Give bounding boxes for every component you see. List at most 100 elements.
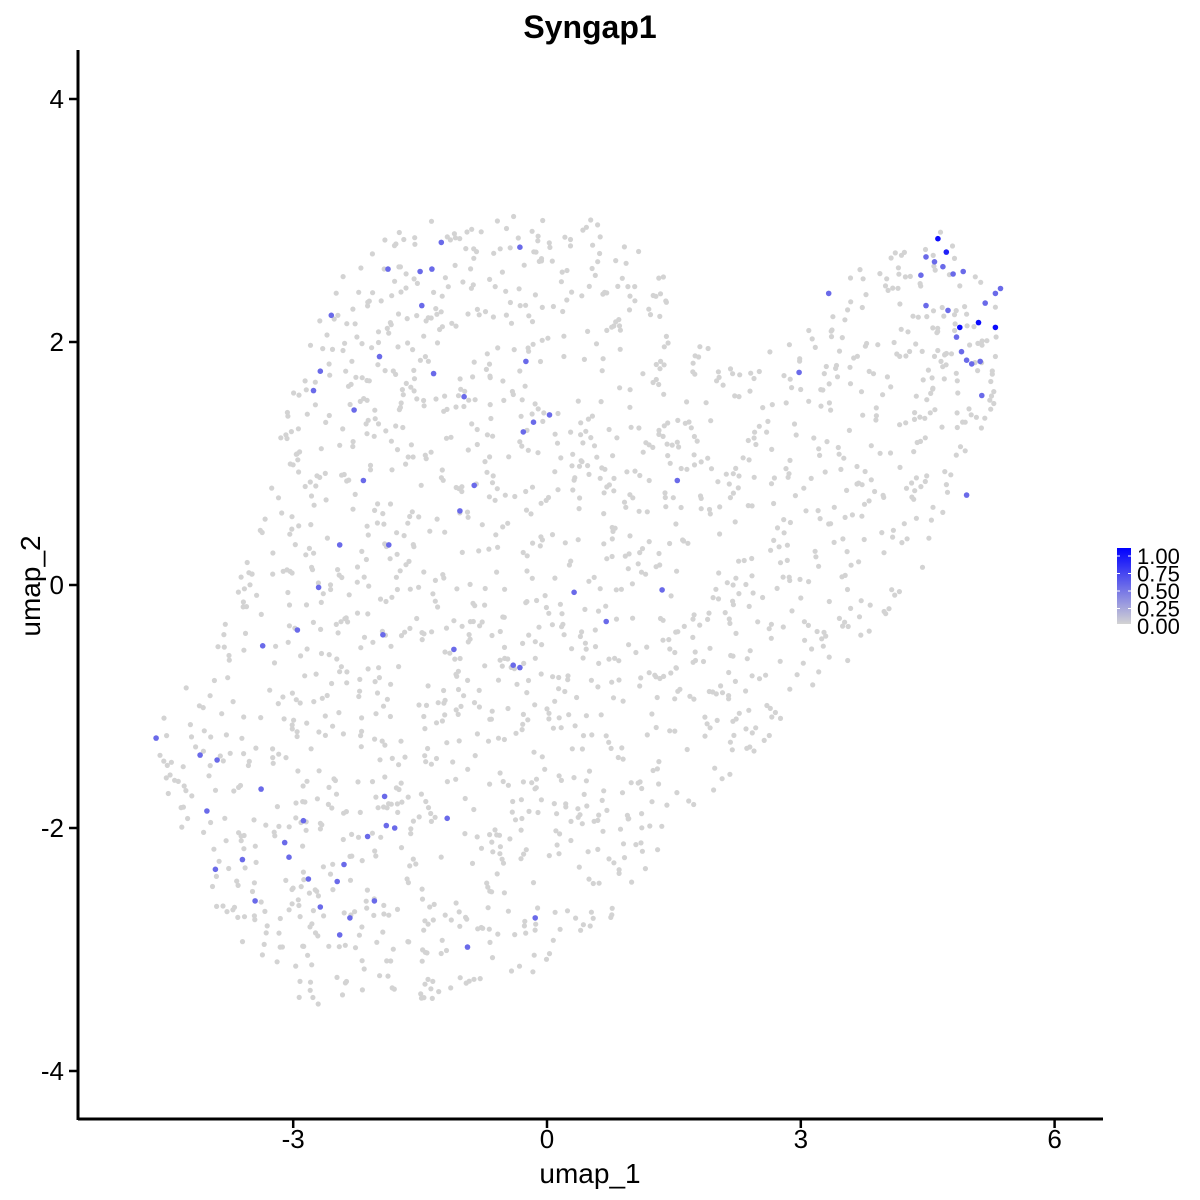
cell-point — [616, 658, 622, 664]
cell-point — [836, 348, 843, 354]
cell-point — [780, 574, 786, 580]
cell-point — [439, 324, 445, 330]
cell-point — [697, 622, 703, 628]
cell-point — [328, 586, 334, 593]
cell-point — [164, 762, 170, 769]
cell-point — [992, 353, 999, 360]
cell-point — [231, 788, 237, 794]
cell-point — [529, 484, 536, 490]
cell-point — [357, 688, 363, 694]
cell-point — [327, 582, 334, 588]
cell-point — [720, 382, 726, 388]
cell-point — [786, 342, 793, 348]
cell-point — [838, 466, 844, 472]
cell-point — [561, 632, 567, 638]
cell-point — [304, 778, 310, 784]
cell-point — [550, 674, 556, 680]
cell-point — [836, 451, 842, 457]
cell-point — [489, 889, 495, 895]
cell-point — [459, 623, 465, 629]
cell-point — [826, 400, 833, 406]
cell-point — [531, 952, 537, 958]
cell-point — [606, 856, 612, 862]
cell-point — [418, 991, 424, 997]
cell-point — [414, 615, 420, 622]
cell-point — [675, 688, 681, 694]
cell-point — [951, 312, 958, 318]
cell-point — [326, 412, 332, 419]
cell-point — [680, 537, 686, 543]
cell-point — [979, 338, 985, 344]
cell-point — [810, 682, 816, 688]
cell-point — [392, 278, 398, 284]
cell-point — [310, 908, 316, 914]
cell-point — [567, 236, 574, 243]
cell-point — [251, 817, 257, 823]
cell-point — [396, 229, 402, 236]
cell-point — [492, 284, 498, 290]
cell-point — [860, 412, 866, 418]
cell-point — [516, 286, 522, 292]
cell-point — [442, 275, 448, 281]
cell-point — [244, 559, 250, 566]
cell-point — [485, 738, 492, 744]
cell-point — [787, 519, 794, 526]
cell-point — [613, 616, 620, 622]
cell-point — [940, 364, 946, 370]
cell-point — [300, 799, 306, 805]
cell-point — [565, 677, 571, 683]
cell-point — [403, 271, 409, 277]
cell-point — [478, 229, 484, 235]
cell-point — [503, 288, 509, 294]
cell-point — [331, 776, 337, 782]
cell-point — [590, 880, 596, 887]
cell-point — [580, 733, 587, 739]
cell-point — [308, 493, 315, 499]
cell-point — [533, 921, 539, 927]
cell-point — [465, 677, 471, 684]
cell-point — [429, 629, 435, 635]
cell-point — [820, 387, 826, 393]
cell-point — [662, 490, 668, 496]
cell-point — [774, 525, 781, 531]
cell-point — [626, 307, 633, 313]
cell-point — [401, 236, 407, 243]
cell-point — [585, 463, 591, 469]
expressing-cell-point — [214, 757, 220, 763]
cell-point — [578, 927, 584, 933]
cell-point — [274, 804, 280, 810]
cell-point — [919, 348, 925, 354]
expressing-cell-point — [259, 643, 266, 649]
cell-point — [400, 424, 406, 431]
cell-point — [849, 512, 856, 518]
cell-point — [398, 738, 404, 744]
expressing-cell-point — [464, 944, 471, 950]
cell-point — [230, 699, 236, 705]
cell-point — [485, 905, 491, 911]
cell-point — [617, 385, 623, 391]
cell-point — [746, 707, 752, 713]
cell-point — [333, 621, 339, 628]
cell-point — [816, 669, 822, 675]
cell-point — [569, 746, 575, 752]
cell-point — [611, 860, 617, 866]
cell-point — [457, 376, 463, 382]
cell-point — [433, 306, 439, 312]
cell-point — [245, 762, 251, 769]
cell-point — [500, 860, 507, 866]
cell-point — [358, 265, 364, 271]
cell-point — [425, 976, 431, 983]
cell-point — [224, 909, 230, 915]
cell-point — [367, 467, 374, 473]
cell-point — [372, 679, 378, 685]
cell-point — [374, 520, 380, 526]
cell-point — [896, 589, 903, 595]
cell-point — [569, 463, 575, 469]
cell-point — [434, 516, 440, 522]
cell-point — [200, 748, 206, 754]
cell-point — [422, 981, 428, 987]
cell-point — [317, 474, 323, 480]
cell-point — [650, 767, 656, 774]
cell-point — [806, 579, 812, 585]
cell-point — [324, 535, 330, 541]
